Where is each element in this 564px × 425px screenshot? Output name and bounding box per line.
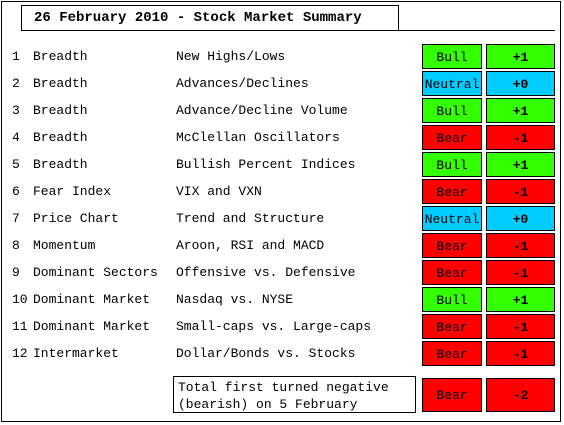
score-badge: +1: [486, 44, 555, 69]
row-indicator: Aroon, RSI and MACD: [176, 238, 325, 253]
score-badge: +1: [486, 98, 555, 123]
score-badge: +1: [486, 152, 555, 177]
table-row: 10 Dominant Market Nasdaq vs. NYSE Bull +1: [0, 287, 564, 312]
row-category: Price Chart: [33, 211, 119, 226]
score-badge: -1: [486, 233, 555, 258]
signal-badge: Bear: [422, 341, 482, 366]
row-indicator: Nasdaq vs. NYSE: [176, 292, 294, 307]
signal-badge: Bull: [422, 44, 482, 69]
table-row: 9 Dominant Sectors Offensive vs. Defensive…: [0, 260, 564, 285]
row-number: 12: [12, 346, 28, 361]
signal-badge: Neutral: [422, 206, 482, 231]
row-category: Breadth: [33, 103, 88, 118]
signal-badge: Bear: [422, 260, 482, 285]
row-category: Intermarket: [33, 346, 119, 361]
row-number: 4: [12, 130, 20, 145]
table-row: 6 Fear Index VIX and VXN Bear -1: [0, 179, 564, 204]
signal-badge: Bull: [422, 98, 482, 123]
signal-badge: Bear: [422, 314, 482, 339]
row-indicator: Bullish Percent Indices: [176, 157, 356, 172]
signal-badge: Bear: [422, 179, 482, 204]
row-indicator: Dollar/Bonds vs. Stocks: [176, 346, 356, 361]
table-row: 3 Breadth Advance/Decline Volume Bull +1: [0, 98, 564, 123]
score-badge: +1: [486, 287, 555, 312]
total-note: Total first turned negative (bearish) on…: [173, 376, 416, 413]
score-badge: -1: [486, 125, 555, 150]
signal-badge: Bear: [422, 125, 482, 150]
row-indicator: McClellan Oscillators: [176, 130, 340, 145]
signal-badge: Bear: [422, 233, 482, 258]
signal-badge: Neutral: [422, 71, 482, 96]
table-row: 1 Breadth New Highs/Lows Bull +1: [0, 44, 564, 69]
total-signal-badge: Bear: [422, 378, 482, 412]
row-number: 10: [12, 292, 28, 307]
row-indicator: VIX and VXN: [176, 184, 262, 199]
row-category: Dominant Market: [33, 319, 151, 334]
title-divider: [398, 30, 555, 31]
score-badge: +0: [486, 71, 555, 96]
table-row: 8 Momentum Aroon, RSI and MACD Bear -1: [0, 233, 564, 258]
table-row: 7 Price Chart Trend and Structure Neutral +0: [0, 206, 564, 231]
row-number: 11: [12, 319, 28, 334]
row-number: 2: [12, 76, 20, 91]
table-row: 2 Breadth Advances/Declines Neutral +0: [0, 71, 564, 96]
score-badge: -1: [486, 314, 555, 339]
table-row: 11 Dominant Market Small-caps vs. Large-ca…: [0, 314, 564, 339]
row-number: 3: [12, 103, 20, 118]
row-indicator: Small-caps vs. Large-caps: [176, 319, 372, 334]
score-badge: +0: [486, 206, 555, 231]
row-category: Breadth: [33, 130, 88, 145]
row-indicator: Advance/Decline Volume: [176, 103, 348, 118]
row-category: Momentum: [33, 238, 96, 253]
total-note-line-1: Total first turned negative: [178, 380, 389, 395]
row-number: 6: [12, 184, 20, 199]
row-number: 8: [12, 238, 20, 253]
page-title: 26 February 2010 - Stock Market Summary: [21, 5, 399, 31]
score-badge: -1: [486, 260, 555, 285]
table-row: 5 Breadth Bullish Percent Indices Bull +1: [0, 152, 564, 177]
score-badge: -1: [486, 341, 555, 366]
total-note-line-2: (bearish) on 5 February: [178, 397, 358, 412]
total-score-badge: -2: [486, 378, 555, 412]
score-badge: -1: [486, 179, 555, 204]
row-number: 9: [12, 265, 20, 280]
signal-badge: Bull: [422, 287, 482, 312]
row-category: Breadth: [33, 49, 88, 64]
row-number: 7: [12, 211, 20, 226]
row-number: 5: [12, 157, 20, 172]
row-indicator: Advances/Declines: [176, 76, 309, 91]
row-category: Breadth: [33, 157, 88, 172]
row-category: Dominant Market: [33, 292, 151, 307]
row-category: Breadth: [33, 76, 88, 91]
row-indicator: New Highs/Lows: [176, 49, 286, 64]
table-row: 12 Intermarket Dollar/Bonds vs. Stocks Bear…: [0, 341, 564, 366]
row-number: 1: [12, 49, 20, 64]
row-indicator: Trend and Structure: [176, 211, 325, 226]
row-category: Fear Index: [33, 184, 112, 199]
row-category: Dominant Sectors: [33, 265, 158, 280]
signal-badge: Bull: [422, 152, 482, 177]
row-indicator: Offensive vs. Defensive: [176, 265, 356, 280]
table-row: 4 Breadth McClellan Oscillators Bear -1: [0, 125, 564, 150]
